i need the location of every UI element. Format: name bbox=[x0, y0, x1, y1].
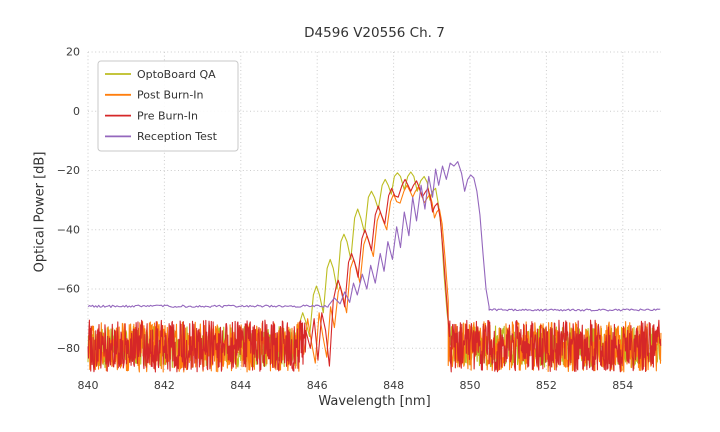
x-tick-label: 840 bbox=[78, 379, 99, 392]
legend-label: Post Burn-In bbox=[137, 89, 204, 102]
legend-item: Reception Test bbox=[105, 130, 218, 143]
y-tick-label: −80 bbox=[57, 342, 80, 355]
x-tick-label: 854 bbox=[612, 379, 633, 392]
grid bbox=[87, 51, 661, 372]
x-tick-label: 852 bbox=[536, 379, 557, 392]
legend-box bbox=[97, 60, 239, 152]
x-tick-label: 850 bbox=[460, 379, 481, 392]
x-tick-label: 844 bbox=[230, 379, 251, 392]
x-tick-label: 842 bbox=[154, 379, 175, 392]
series-pre-burn-in bbox=[87, 178, 662, 373]
legend: OptoBoard QA Post Burn-In Pre Burn-In Recep… bbox=[97, 60, 239, 152]
y-tick-label: −60 bbox=[57, 283, 80, 296]
legend-label: Reception Test bbox=[137, 130, 218, 143]
chart-title: D4596 V20556 Ch. 7 bbox=[304, 25, 445, 41]
y-tick-label: −40 bbox=[57, 223, 80, 236]
legend-item: OptoBoard QA bbox=[105, 68, 216, 81]
series-reception-test bbox=[87, 161, 661, 312]
x-tick-label: 846 bbox=[307, 379, 328, 392]
x-tick-label: 848 bbox=[383, 379, 404, 392]
tick-labels: 840 842 844 846 848 850 852 854 20 0 −20 −40 −60 −80 bbox=[57, 46, 634, 393]
legend-label: Pre Burn-In bbox=[137, 109, 198, 122]
legend-item: Pre Burn-In bbox=[105, 109, 198, 122]
legend-label: OptoBoard QA bbox=[137, 68, 216, 81]
y-tick-label: 0 bbox=[73, 105, 80, 118]
y-tick-label: −20 bbox=[57, 164, 80, 177]
legend-item: Post Burn-In bbox=[105, 89, 204, 102]
x-axis-label: Wavelength [nm] bbox=[318, 394, 431, 409]
y-tick-label: 20 bbox=[66, 46, 80, 59]
